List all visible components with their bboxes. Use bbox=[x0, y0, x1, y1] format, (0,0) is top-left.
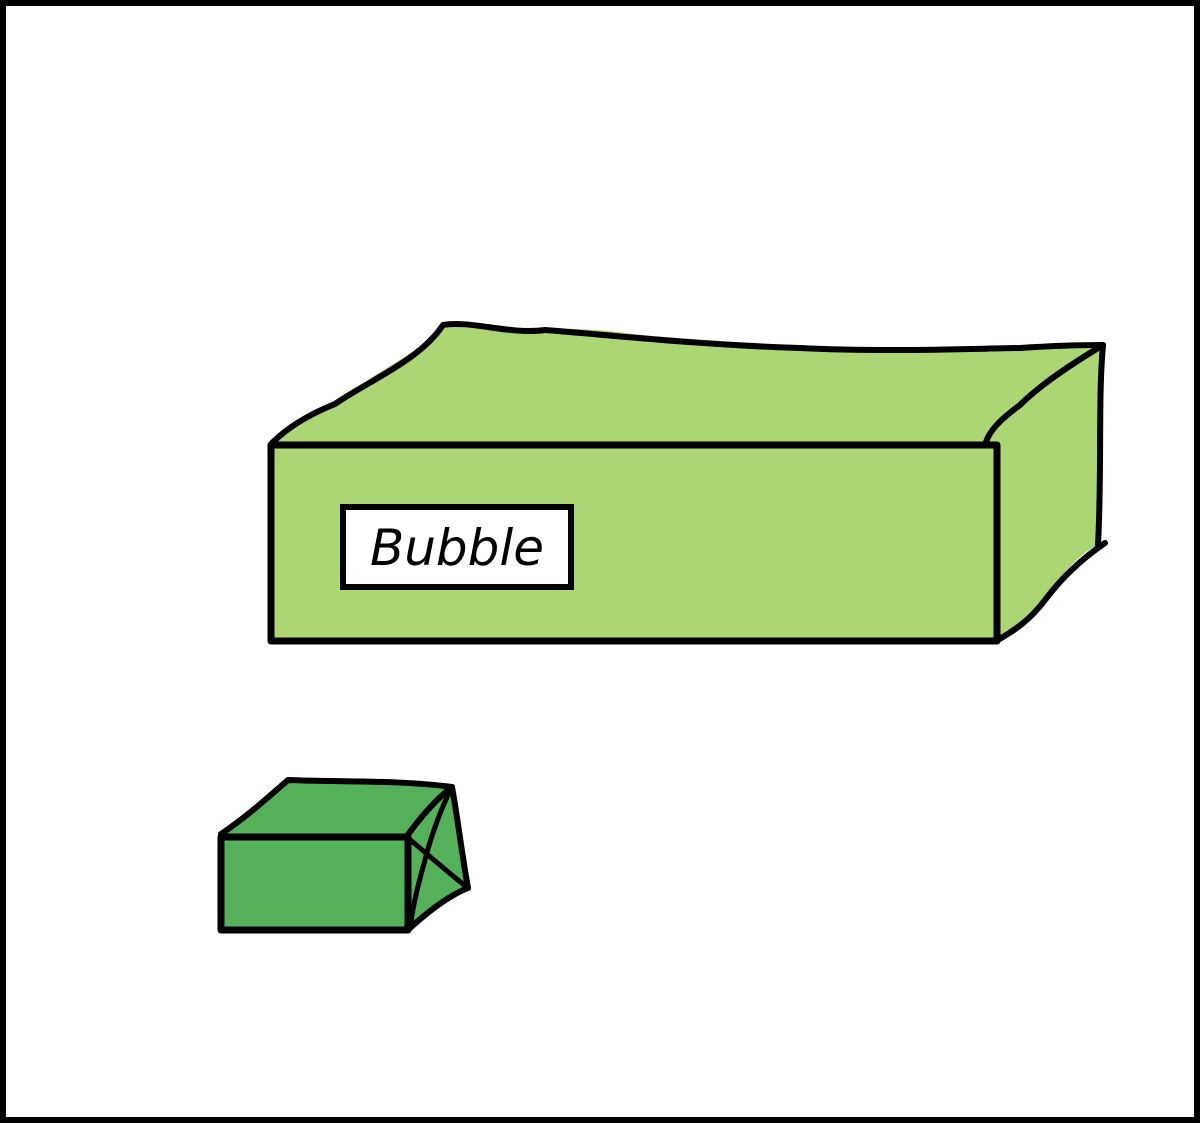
large-box-top-face bbox=[270, 325, 1103, 444]
small-box-cross-line-1 bbox=[405, 835, 471, 891]
large-box-side-face bbox=[985, 345, 1103, 641]
large-box-top-edge bbox=[269, 321, 1106, 446]
large-box-diagonal-top bbox=[983, 342, 1106, 445]
small-box bbox=[217, 777, 471, 934]
large-box-diagonal-bottom bbox=[995, 540, 1108, 643]
large-box-label-plate bbox=[340, 504, 574, 590]
small-box-back-edge bbox=[449, 784, 471, 891]
large-box-label-text: Bubble bbox=[370, 519, 544, 577]
large-box-back-edge bbox=[1095, 342, 1106, 548]
large-box: Bubble bbox=[267, 321, 1108, 645]
small-box-top-edge bbox=[218, 777, 455, 837]
small-box-front-face bbox=[217, 833, 412, 934]
small-box-top-face bbox=[220, 780, 452, 836]
small-box-cross-line-2 bbox=[407, 784, 455, 931]
small-box-diagonal-bottom bbox=[407, 885, 471, 931]
